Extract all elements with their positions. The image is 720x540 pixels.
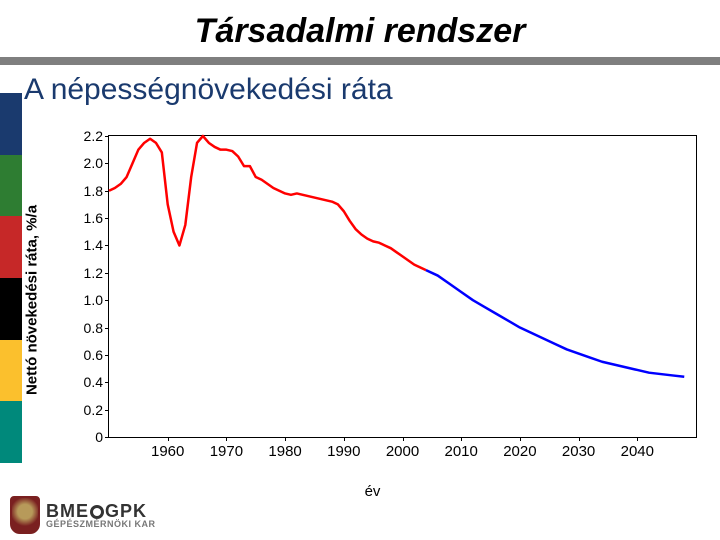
logo-text-bottom: GÉPÉSZMÉRNÖKI KAR <box>46 520 156 529</box>
x-axis-label: év <box>365 483 381 500</box>
line-series <box>109 136 696 437</box>
y-axis-label: Nettó növekedési ráta, %/a <box>24 205 41 395</box>
series-projection <box>426 270 684 377</box>
main-title: Társadalmi rendszer <box>0 0 720 57</box>
chart: Nettó növekedési ráta, %/a 00.20.40.60.8… <box>40 130 705 470</box>
footer-logo: BME GPK BMEGPK GÉPÉSZMÉRNÖKI KAR <box>10 496 156 534</box>
ring-icon <box>90 505 104 519</box>
color-band <box>0 57 720 65</box>
sidebar-stripes <box>0 93 22 463</box>
series-historical <box>109 136 426 270</box>
subtitle: A népességnövekedési ráta <box>0 65 720 115</box>
logo-text-top: BME GPK BMEGPK <box>46 502 156 520</box>
plot-area: 00.20.40.60.81.01.21.41.61.82.02.2196019… <box>108 135 697 438</box>
crest-icon <box>10 496 40 534</box>
